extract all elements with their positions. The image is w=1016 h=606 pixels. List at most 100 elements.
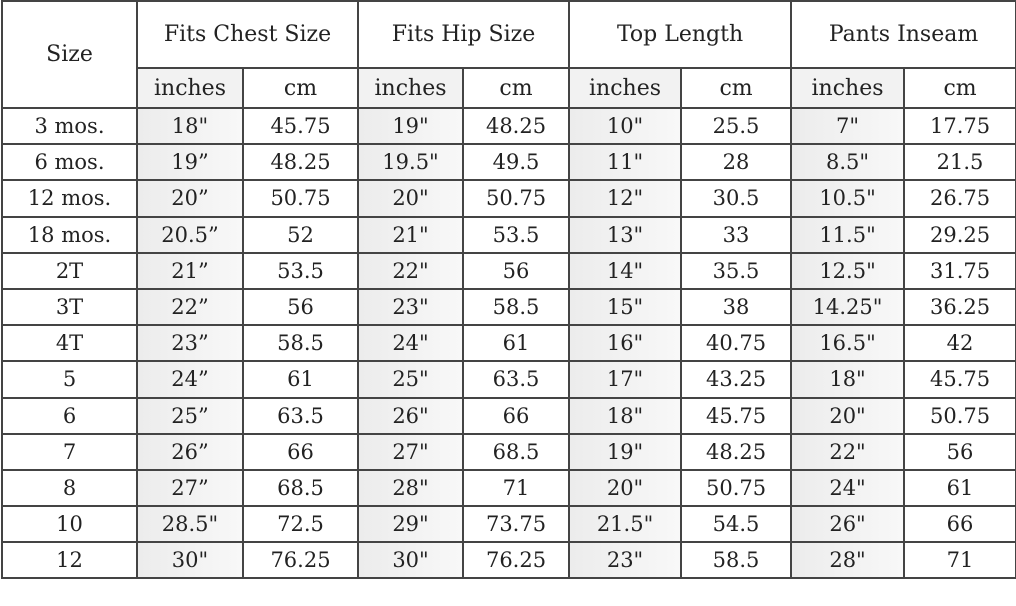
inseam-cm-cell: 29.25: [903, 215, 1016, 254]
inseam-inches-cell: 20": [790, 396, 906, 435]
inseam-cm-cell: 56: [903, 432, 1016, 471]
hip-cm-cell: 61: [462, 324, 571, 363]
unit-header-row: inches cm inches cm inches cm inches cm: [2, 67, 1016, 109]
table-row: 5 24” 61 25" 63.5 17" 43.25 18" 45.75: [1, 360, 1016, 399]
top-length-cm-cell: 50.75: [680, 468, 793, 508]
chest-inches-cell: 21”: [136, 251, 244, 290]
top-length-header: Top Length: [568, 0, 793, 69]
chest-cm-cell: 61: [241, 360, 360, 399]
chest-cm-cell: 63.5: [241, 396, 360, 435]
chest-cm-cell: 66: [241, 432, 360, 471]
top-length-inches-cell: 11": [568, 143, 683, 182]
top-length-inches-cell: 15": [568, 287, 683, 327]
table-row: 8 27” 68.5 28" 71 20" 50.75 24" 61: [1, 468, 1016, 508]
size-cell: 7: [1, 432, 138, 471]
table-row: 18 mos. 20.5” 52 21" 53.5 13" 33 11.5" 29.25: [1, 215, 1016, 254]
inseam-cm-cell: 21.5: [903, 143, 1016, 182]
inseam-cm-cell: 71: [903, 541, 1016, 580]
chest-cm-cell: 52: [241, 215, 360, 254]
unit-inches-header: inches: [357, 67, 465, 109]
chest-inches-cell: 19”: [136, 143, 244, 182]
top-length-cm-cell: 28: [680, 143, 793, 182]
top-length-inches-cell: 13": [568, 215, 683, 254]
chest-cm-cell: 58.5: [241, 324, 360, 363]
hip-inches-cell: 28": [357, 468, 465, 508]
hip-cm-cell: 71: [462, 468, 571, 508]
size-cell: 3T: [1, 287, 138, 327]
hip-cm-cell: 50.75: [462, 179, 571, 218]
chest-inches-cell: 22”: [136, 287, 244, 327]
top-length-inches-cell: 14": [568, 251, 683, 290]
top-length-cm-cell: 43.25: [680, 360, 793, 399]
inseam-cm-cell: 45.75: [903, 360, 1016, 399]
chest-inches-cell: 20.5”: [136, 215, 244, 254]
size-cell: 5: [1, 360, 138, 399]
chest-cm-cell: 50.75: [241, 179, 360, 218]
inseam-inches-cell: 14.25": [790, 287, 906, 327]
table-row: 7 26” 66 27" 68.5 19" 48.25 22" 56: [1, 432, 1016, 471]
top-length-inches-cell: 20": [568, 468, 683, 508]
inseam-cm-cell: 17.75: [903, 106, 1016, 146]
top-length-inches-cell: 17": [568, 360, 683, 399]
inseam-cm-cell: 36.25: [903, 287, 1016, 327]
chest-cm-cell: 56: [241, 287, 360, 327]
size-cell: 6: [1, 396, 138, 435]
inseam-inches-cell: 26": [790, 505, 906, 544]
hip-inches-cell: 27": [357, 432, 465, 471]
top-length-cm-cell: 45.75: [680, 396, 793, 435]
top-length-inches-cell: 18": [568, 396, 683, 435]
unit-cm-header: cm: [462, 67, 571, 109]
chest-inches-cell: 24”: [136, 360, 244, 399]
table-row: 3 mos. 18" 45.75 19" 48.25 10" 25.5 7" 17.75: [1, 106, 1016, 146]
inseam-inches-cell: 16.5": [790, 324, 906, 363]
top-length-cm-cell: 48.25: [680, 432, 793, 471]
hip-header: Fits Hip Size: [357, 0, 571, 69]
pants-inseam-header: Pants Inseam: [790, 0, 1016, 69]
table-row: 6 mos. 19” 48.25 19.5" 49.5 11" 28 8.5" 21.5: [1, 143, 1016, 182]
top-length-cm-cell: 25.5: [680, 106, 793, 146]
top-length-inches-cell: 19": [568, 432, 683, 471]
hip-cm-cell: 53.5: [462, 215, 571, 254]
size-cell: 4T: [1, 324, 138, 363]
top-length-cm-cell: 33: [680, 215, 793, 254]
size-cell: 10: [1, 505, 138, 544]
table-row: 12 30" 76.25 30" 76.25 23" 58.5 28" 71: [1, 541, 1016, 580]
chest-inches-cell: 20”: [136, 179, 244, 218]
inseam-inches-cell: 12.5": [790, 251, 906, 290]
hip-cm-cell: 49.5: [462, 143, 571, 182]
top-length-cm-cell: 40.75: [680, 324, 793, 363]
inseam-inches-cell: 7": [790, 106, 906, 146]
inseam-cm-cell: 61: [903, 468, 1016, 508]
table-row: 3T 22” 56 23" 58.5 15" 38 14.25" 36.25: [1, 287, 1016, 327]
chest-inches-cell: 23”: [136, 324, 244, 363]
chest-cm-cell: 76.25: [241, 541, 360, 580]
hip-cm-cell: 48.25: [462, 106, 571, 146]
top-length-inches-cell: 23": [568, 541, 683, 580]
size-header: Size: [1, 0, 138, 109]
top-length-cm-cell: 38: [680, 287, 793, 327]
chest-inches-cell: 26”: [136, 432, 244, 471]
table-row: 10 28.5" 72.5 29" 73.75 21.5" 54.5 26" 66: [1, 505, 1016, 544]
inseam-cm-cell: 50.75: [903, 396, 1016, 435]
table-row: 4T 23” 58.5 24" 61 16" 40.75 16.5" 42: [1, 324, 1016, 363]
size-cell: 12 mos.: [1, 179, 138, 218]
top-length-cm-cell: 54.5: [680, 505, 793, 544]
inseam-inches-cell: 24": [790, 468, 906, 508]
chest-inches-cell: 27”: [136, 468, 244, 508]
size-cell: 3 mos.: [1, 106, 138, 146]
hip-inches-cell: 23": [357, 287, 465, 327]
chest-cm-cell: 72.5: [241, 505, 360, 544]
hip-inches-cell: 20": [357, 179, 465, 218]
inseam-inches-cell: 28": [790, 541, 906, 580]
size-cell: 12: [1, 541, 138, 580]
inseam-cm-cell: 26.75: [903, 179, 1016, 218]
group-header-row: Size Fits Chest Size Fits Hip Size Top L…: [1, 0, 1016, 109]
hip-inches-cell: 21": [357, 215, 465, 254]
chest-inches-cell: 18": [136, 106, 244, 146]
table-row: 12 mos. 20” 50.75 20" 50.75 12" 30.5 10.5" 26.75: [1, 179, 1016, 218]
hip-cm-cell: 66: [462, 396, 571, 435]
size-cell: 18 mos.: [1, 215, 138, 254]
unit-cm-header: cm: [903, 67, 1016, 109]
table-row: 2T 21” 53.5 22" 56 14" 35.5 12.5" 31.75: [1, 251, 1016, 290]
chest-cm-cell: 48.25: [241, 143, 360, 182]
